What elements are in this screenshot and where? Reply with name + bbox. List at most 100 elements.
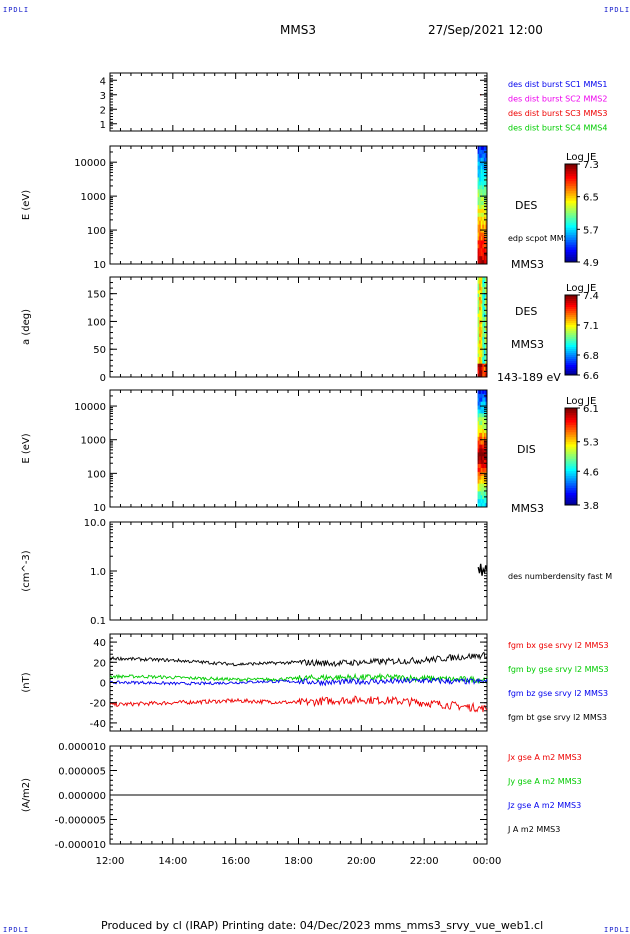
colorbar-cell [565, 478, 577, 482]
heatmap-cell [479, 367, 482, 371]
heatmap-cell [482, 413, 485, 418]
colorbar-cell [565, 363, 577, 366]
heatmap-cell [480, 300, 483, 304]
heatmap-cell [482, 495, 485, 500]
heatmap-cell [485, 456, 488, 461]
heatmap-cell [483, 320, 486, 324]
heatmap-cell [485, 425, 488, 430]
heatmap-cell [482, 177, 485, 182]
heatmap-cell [477, 413, 480, 418]
heatmap-cell [480, 343, 483, 348]
heatmap-cell [477, 479, 480, 484]
heatmap-cell [480, 297, 483, 301]
heatmap-cell [482, 313, 485, 318]
corner-label-top-right: IPDLI [604, 6, 630, 14]
colorbar-cell [565, 232, 577, 236]
heatmap-cell [480, 367, 483, 371]
heatmap-cell [480, 283, 483, 288]
heatmap-cell [485, 208, 488, 214]
heatmap-cell [479, 401, 482, 406]
heatmap-cell [480, 149, 483, 155]
heatmap-cell [482, 146, 485, 151]
colorbar-cell [565, 257, 577, 261]
heatmap-cell [485, 317, 488, 321]
time-tick-label: 20:00 [347, 856, 376, 867]
heatmap-cell [480, 173, 483, 178]
heatmap-cell [482, 363, 485, 368]
colorbar-cell [565, 341, 577, 344]
heatmap-cell [485, 228, 488, 233]
heatmap-cell [479, 503, 482, 508]
heatmap-cell [480, 287, 483, 291]
heatmap-cell [479, 177, 482, 182]
heatmap-cell [479, 393, 482, 399]
heatmap-cell [482, 149, 485, 155]
heatmap-cell [482, 421, 485, 426]
heatmap-cell [480, 456, 483, 461]
heatmap-cell [479, 280, 482, 284]
heatmap-cell [480, 393, 483, 399]
heatmap-cell [477, 429, 480, 434]
colorbar-cell [565, 357, 577, 360]
spacecraft-title: MMS3 [280, 23, 316, 37]
y-axis-label: (nT) [21, 672, 32, 692]
heatmap-cell [483, 479, 486, 484]
colorbar-cell [565, 345, 577, 348]
heatmap-cell [477, 277, 480, 281]
heatmap-cell [479, 149, 482, 155]
heatmap-cell [479, 397, 482, 402]
heatmap-cell [479, 360, 482, 364]
heatmap-cell [483, 181, 486, 186]
colorbar-cell [565, 349, 577, 352]
heatmap-cell [482, 252, 485, 257]
heatmap-cell [483, 153, 486, 159]
heatmap-cell [480, 353, 483, 358]
heatmap-cell [477, 425, 480, 430]
heatmap-cell [482, 260, 485, 265]
colorbar-cell [565, 166, 577, 170]
heatmap-cell [479, 224, 482, 229]
heatmap-cell [479, 479, 482, 484]
colorbar-cell [565, 173, 577, 177]
heatmap-cell [482, 464, 485, 469]
heatmap-cell [477, 236, 480, 241]
heatmap-cell [479, 297, 482, 301]
heatmap-cell [479, 216, 482, 222]
colorbar-cell [565, 297, 577, 300]
heatmap-cell [483, 169, 486, 174]
heatmap-cell [477, 357, 480, 361]
heatmap-cell [483, 300, 486, 304]
heatmap-cell [482, 417, 485, 422]
heatmap-cell [480, 277, 483, 281]
heatmap-cell [483, 495, 486, 500]
heatmap-cell [483, 208, 486, 214]
colorbar-cell [565, 313, 577, 316]
heatmap-cell [485, 260, 488, 265]
heatmap-cell [480, 452, 483, 457]
heatmap-cell [485, 157, 488, 163]
heatmap-cell [479, 197, 482, 202]
heatmap-cell [482, 232, 485, 237]
heatmap-cell [482, 475, 485, 480]
heatmap-cell [480, 448, 483, 453]
heatmap-cell [480, 370, 483, 374]
heatmap-cell [482, 173, 485, 178]
heatmap-cell [477, 290, 480, 294]
heatmap-cell [482, 205, 485, 210]
heatmap-cell [483, 468, 486, 473]
panel-frame [109, 521, 488, 621]
colorbar-frame [564, 163, 578, 263]
energy-range-label: 143-189 eV [497, 371, 561, 384]
heatmap-cell [477, 475, 480, 480]
colorbar-cell [565, 333, 577, 336]
heatmap-cell [482, 212, 485, 218]
heatmap-cell [477, 313, 480, 318]
heatmap-cell [480, 201, 483, 206]
heatmap-cell [477, 460, 480, 465]
panel-frame [109, 145, 488, 265]
legend-entry: fgm by gse srvy l2 MMS3 [508, 665, 609, 674]
instrument-label: DES [515, 199, 537, 212]
heatmap-cell [477, 248, 480, 253]
heatmap-cell [485, 337, 488, 341]
colorbar-cell [565, 319, 577, 322]
